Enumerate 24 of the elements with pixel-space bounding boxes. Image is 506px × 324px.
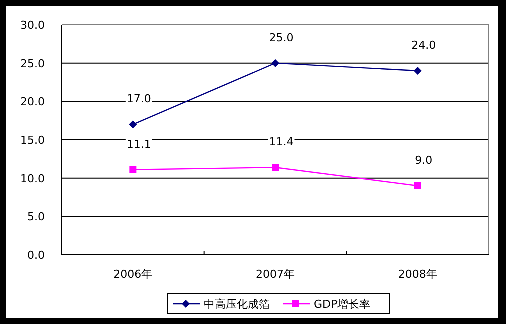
x-tick-label: 2008年 bbox=[398, 268, 438, 281]
y-tick-label: 15.0 bbox=[20, 134, 45, 147]
x-tick-label: 2007年 bbox=[256, 268, 295, 281]
point bbox=[414, 67, 422, 75]
y-tick-label: 30.0 bbox=[20, 19, 45, 32]
data-label: 9.0 bbox=[415, 154, 433, 167]
data-label: 17.0 bbox=[126, 92, 152, 106]
point bbox=[272, 164, 279, 172]
y-tick-label: 20.0 bbox=[20, 96, 45, 109]
point bbox=[129, 120, 138, 129]
point bbox=[414, 182, 422, 190]
y-tick-label: 25.0 bbox=[20, 57, 45, 70]
data-label: 11.4 bbox=[269, 136, 294, 149]
legend-label: 中高压化成箔 bbox=[204, 298, 270, 311]
data-label: 25.0 bbox=[269, 31, 294, 44]
data-label: 24.0 bbox=[412, 39, 436, 52]
point bbox=[130, 166, 137, 174]
legend-label: GDP增长率 bbox=[314, 298, 371, 311]
y-tick-label: 5.0 bbox=[28, 210, 45, 224]
point bbox=[272, 59, 280, 68]
y-tick-label: 10.0 bbox=[20, 172, 45, 186]
x-tick-label: 2006年 bbox=[114, 268, 153, 281]
data-label: 11.1 bbox=[126, 138, 152, 151]
y-tick-label: 0.0 bbox=[28, 249, 45, 262]
